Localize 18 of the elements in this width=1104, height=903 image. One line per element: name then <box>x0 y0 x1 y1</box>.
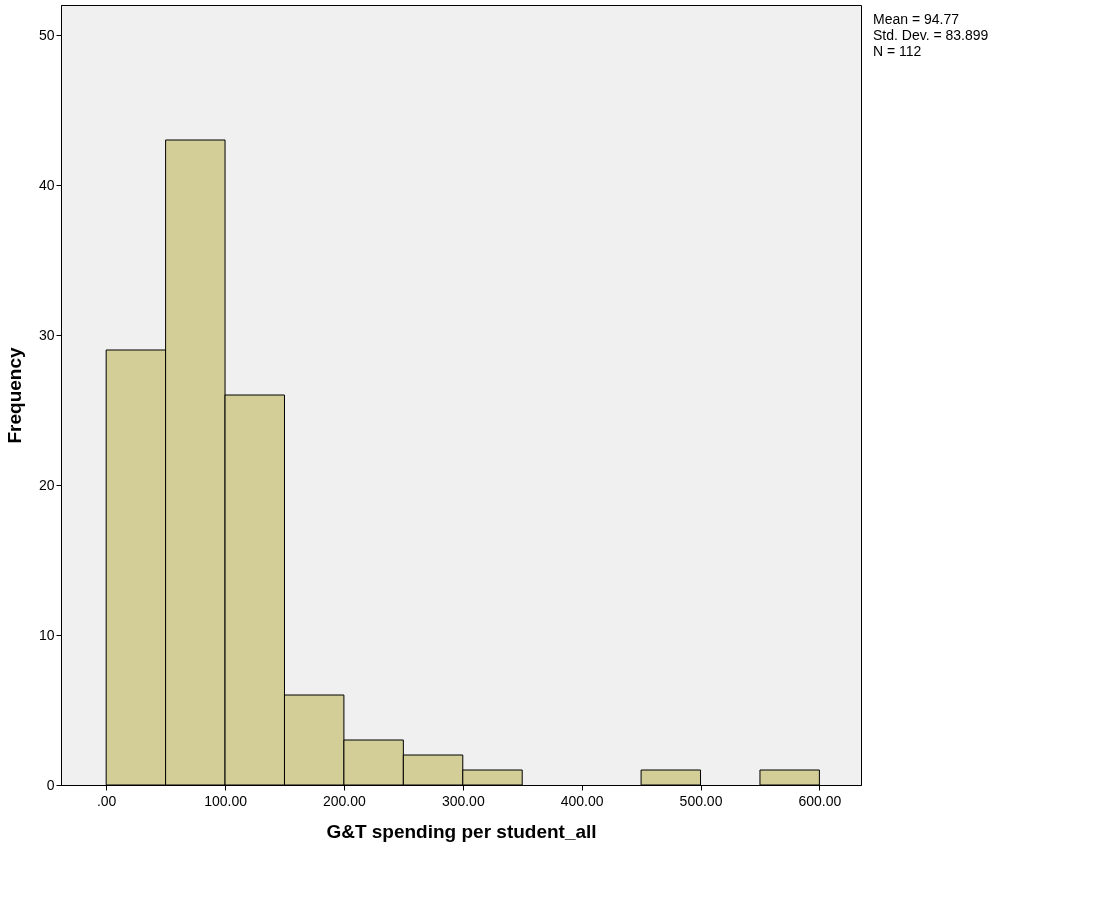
x-tick-label: 100.00 <box>204 792 248 809</box>
y-tick-label: 20 <box>38 476 55 493</box>
text: Mean = 94.77 <box>873 11 960 27</box>
y-tick-label: 0 <box>46 776 55 793</box>
y-tick-label: 50 <box>38 26 55 43</box>
text: Std. Dev. = 83.899 <box>873 27 989 43</box>
y-tick-label: 10 <box>38 626 55 643</box>
x-tick-label: .00 <box>96 792 117 809</box>
x-tick-label: 500.00 <box>679 792 723 809</box>
y-tick-label: 30 <box>38 326 55 343</box>
y-axis-title: Frequency <box>3 347 25 444</box>
y-tick-label: 40 <box>38 176 55 193</box>
x-axis-title: G&T spending per student_all <box>326 820 597 842</box>
x-tick-label: 200.00 <box>323 792 367 809</box>
x-tick-label: 400.00 <box>560 792 604 809</box>
x-tick-label: 600.00 <box>798 792 842 809</box>
text: N = 112 <box>873 43 922 59</box>
x-tick-label: 300.00 <box>441 792 485 809</box>
